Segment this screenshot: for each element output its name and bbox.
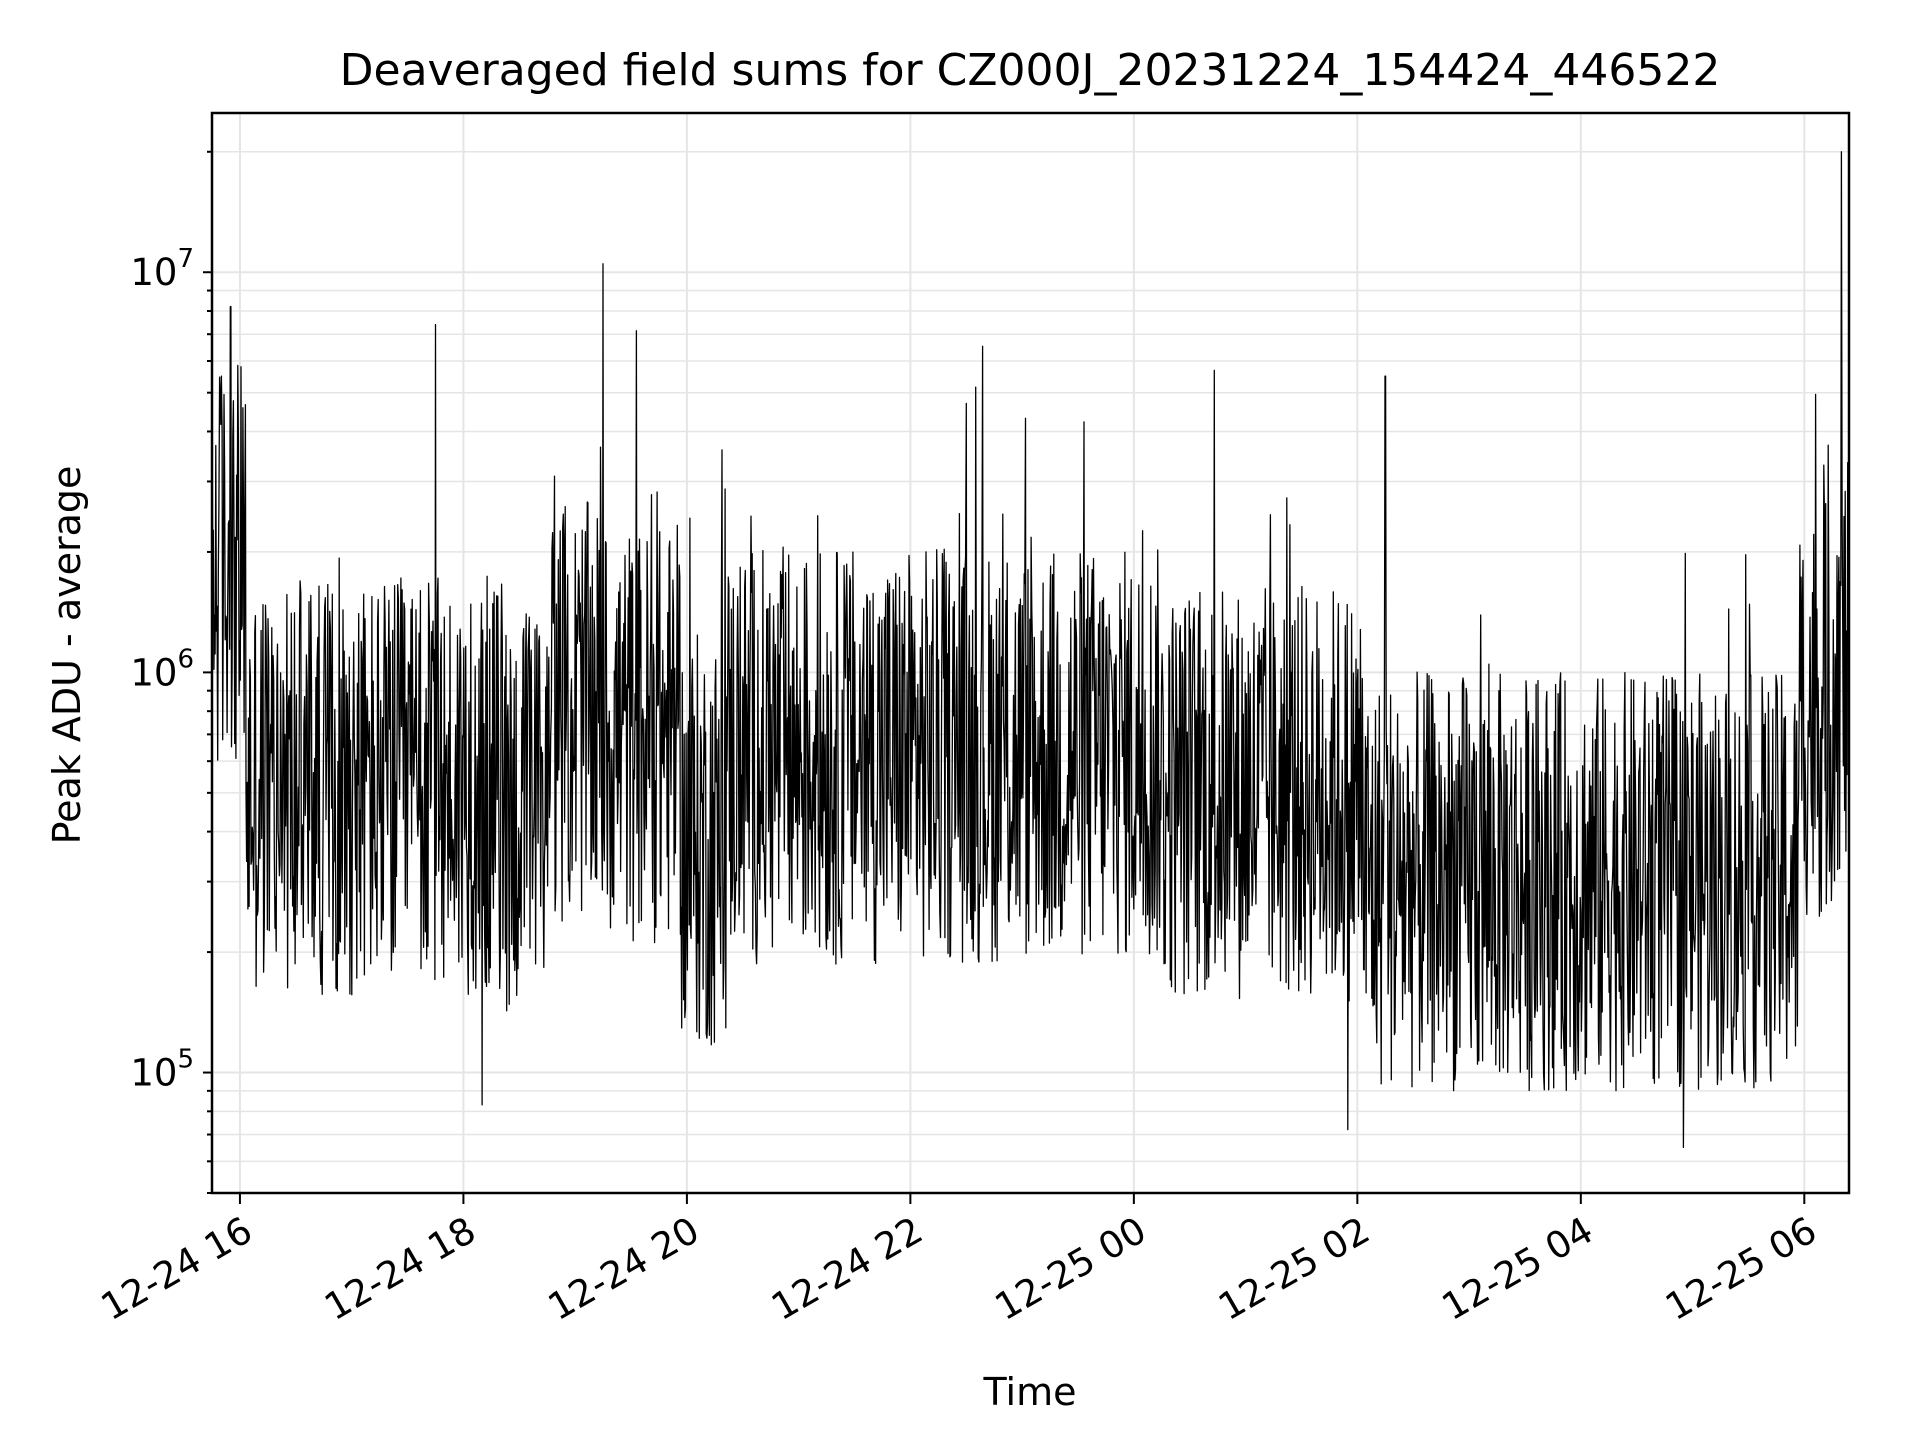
y-tick-exponent: 5 xyxy=(177,1045,194,1075)
y-tick-exponent: 6 xyxy=(177,644,194,674)
y-tick-base: 10 xyxy=(130,251,177,294)
y-tick-label: 105 xyxy=(130,1045,194,1095)
y-tick-exponent: 7 xyxy=(177,244,194,274)
chart-title: Deaveraged field sums for CZ000J_2023122… xyxy=(340,45,1721,96)
series-line xyxy=(211,151,1850,1149)
y-tick-base: 10 xyxy=(130,1052,177,1095)
y-tick-base: 10 xyxy=(130,651,177,694)
plot-frame xyxy=(210,111,1851,1195)
x-axis-label: Time xyxy=(983,1370,1077,1414)
y-tick-label: 107 xyxy=(130,244,194,294)
plot-data xyxy=(211,151,1850,1149)
y-axis-label: Peak ADU - average xyxy=(45,466,89,845)
y-tick-label: 106 xyxy=(130,644,194,694)
